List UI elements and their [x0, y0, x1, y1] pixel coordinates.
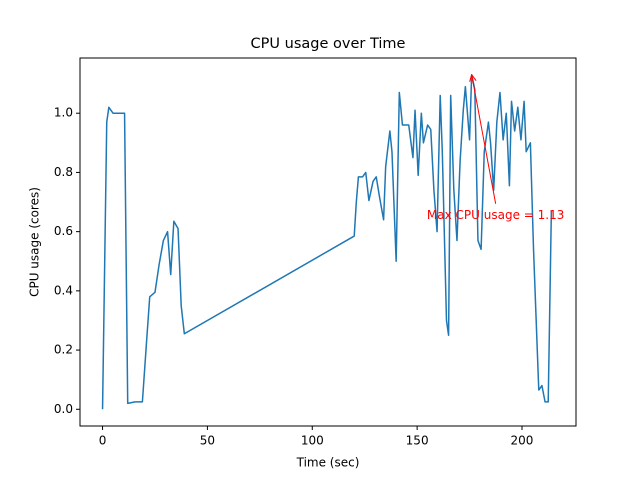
x-tick-label: 200 [511, 434, 534, 448]
x-axis-label: Time (sec) [296, 456, 360, 470]
y-tick-label: 0.6 [54, 224, 73, 238]
y-tick-label: 0.0 [54, 402, 73, 416]
x-tick-label: 50 [200, 434, 215, 448]
y-tick-label: 0.2 [54, 343, 73, 357]
y-tick-label: 0.8 [54, 165, 73, 179]
line-series [101, 73, 553, 410]
y-tick-label: 0.4 [54, 283, 73, 297]
plot-frame [79, 57, 577, 427]
x-tick-label: 150 [406, 434, 429, 448]
x-tick-label: 0 [99, 434, 107, 448]
y-axis-label: CPU usage (cores) [28, 187, 42, 297]
annotation-arrow [472, 75, 497, 204]
y-tick-label: 1.0 [54, 106, 73, 120]
x-tick-label: 100 [301, 434, 324, 448]
chart-title: CPU usage over Time [251, 36, 406, 52]
annotation-text: Max CPU usage = 1.13 [427, 208, 564, 222]
